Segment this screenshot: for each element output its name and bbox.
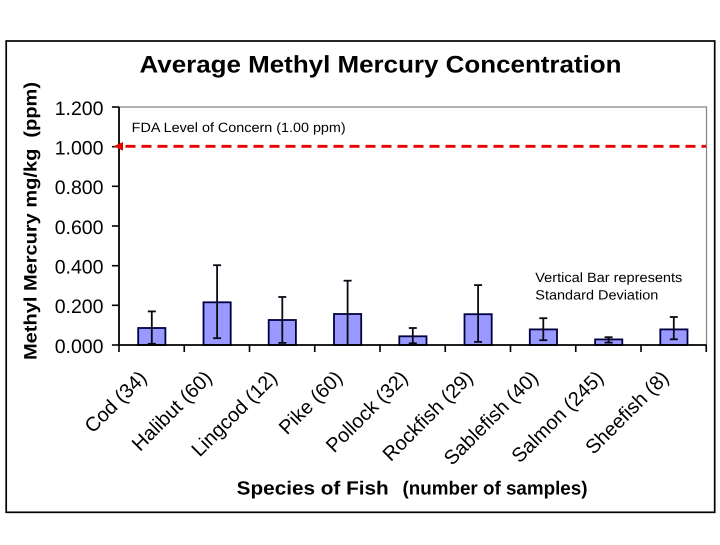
svg-text:0.000: 0.000: [55, 336, 104, 358]
svg-text:(number of samples): (number of samples): [403, 478, 588, 499]
svg-text:Average Methyl Mercury Concent: Average Methyl Mercury Concentration: [140, 52, 622, 79]
svg-text:FDA Level of Concern (1.00 ppm: FDA Level of Concern (1.00 ppm): [132, 120, 346, 135]
svg-text:Species of Fish: Species of Fish: [237, 478, 389, 499]
svg-text:0.600: 0.600: [55, 217, 104, 239]
svg-text:0.800: 0.800: [55, 177, 104, 199]
svg-text:0.400: 0.400: [55, 257, 104, 279]
svg-text:1.200: 1.200: [55, 98, 104, 120]
svg-text:0.200: 0.200: [55, 296, 104, 318]
svg-text:1.000: 1.000: [55, 138, 104, 160]
svg-text:Methyl Mercury mg/kg (ppm): Methyl Mercury mg/kg (ppm): [21, 82, 41, 360]
svg-text:Vertical Bar represents: Vertical Bar represents: [535, 270, 682, 285]
svg-text:Standard Deviation: Standard Deviation: [535, 287, 658, 302]
